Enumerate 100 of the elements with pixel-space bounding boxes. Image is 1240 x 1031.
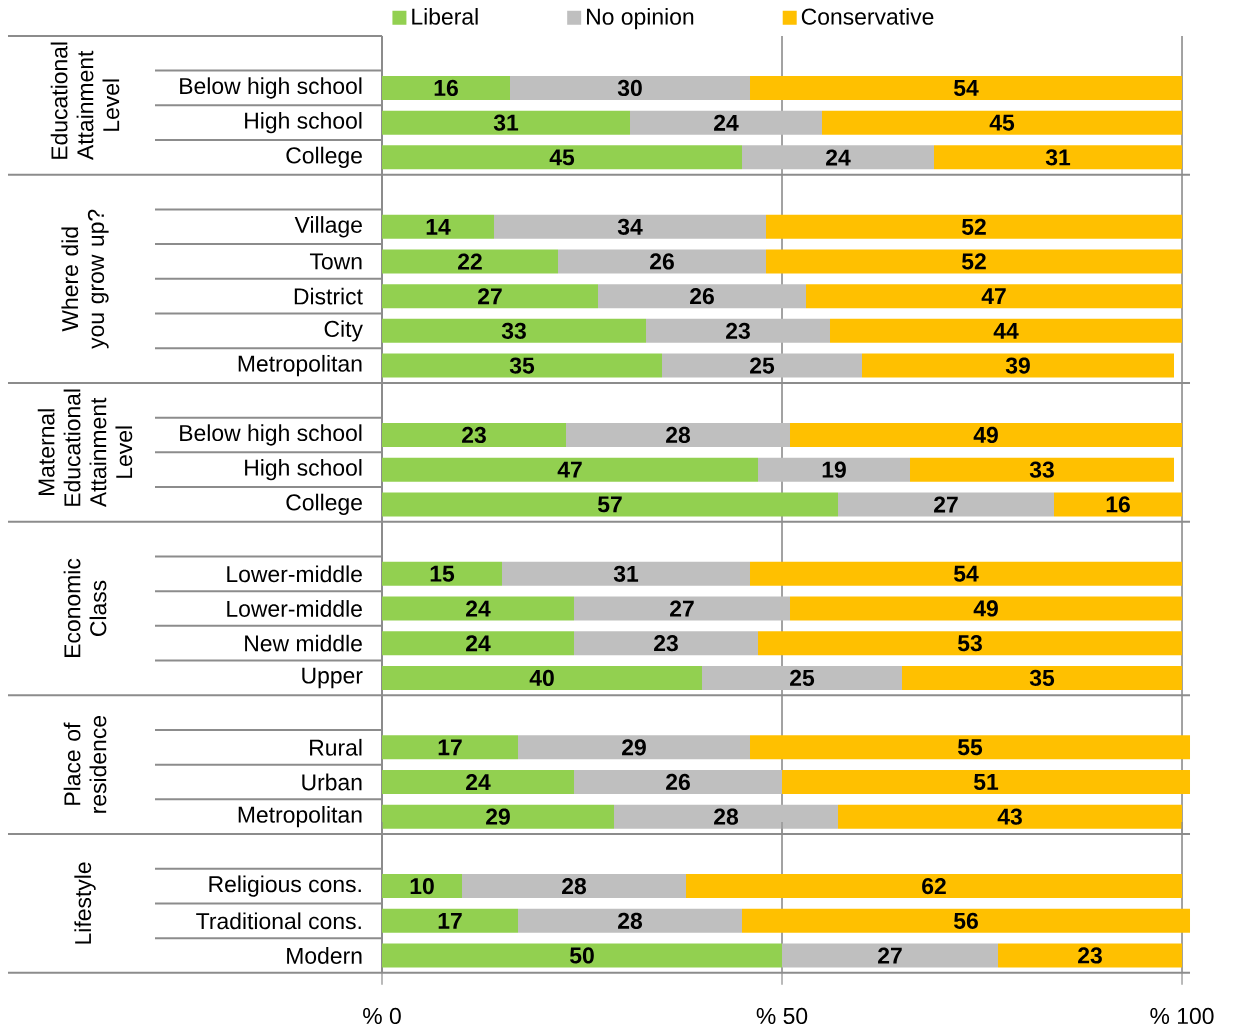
bar	[574, 631, 759, 656]
data-label: 52	[961, 253, 986, 270]
bar	[558, 249, 767, 274]
data-label: 22	[458, 253, 482, 270]
bar	[630, 110, 823, 135]
data-label: 49	[973, 600, 998, 617]
y-tick-label: Modern	[287, 947, 362, 965]
x-tick-label: % 0	[363, 1008, 401, 1025]
data-label: 47	[981, 288, 1006, 305]
bar	[790, 423, 1183, 448]
bar	[382, 110, 631, 135]
bar	[494, 214, 767, 239]
bar	[702, 666, 903, 690]
text: Lifestyle	[74, 862, 96, 944]
data-label: 23	[726, 322, 750, 340]
data-label: 31	[613, 565, 639, 583]
legend-label: Conservative	[801, 8, 934, 25]
bar	[782, 770, 1191, 795]
data-label: 35	[1029, 669, 1055, 687]
data-label: 17	[438, 739, 462, 756]
bar	[742, 908, 1191, 933]
y-tick-label: Metropolitan	[238, 355, 362, 377]
data-label: 24	[466, 774, 491, 791]
data-label: 44	[993, 323, 1019, 339]
y-tick-label: Below high school	[180, 424, 362, 446]
y-tick-label: Town	[309, 253, 362, 270]
bar	[750, 561, 1183, 586]
x-tick-label: % 50	[756, 1008, 808, 1025]
data-label: 55	[957, 739, 983, 756]
data-label: 25	[750, 357, 775, 374]
y-tick-label: High school	[245, 112, 362, 134]
data-label: 47	[557, 461, 582, 478]
y-tick-label: College	[286, 493, 362, 516]
data-label: 28	[714, 808, 739, 825]
data-label: 34	[617, 218, 643, 236]
data-label: 31	[493, 114, 519, 131]
bar	[662, 353, 863, 378]
data-label: 24	[714, 114, 739, 131]
data-label: 45	[549, 149, 575, 166]
bar	[518, 735, 751, 760]
bar	[822, 110, 1183, 135]
data-label: 54	[953, 565, 979, 582]
data-label: 29	[486, 808, 510, 825]
bar	[382, 76, 510, 101]
y-tick-label: Below high school	[180, 77, 362, 99]
data-label: 23	[1078, 947, 1102, 964]
data-label: 31	[1045, 149, 1071, 166]
data-label: 26	[666, 773, 690, 791]
bar	[382, 423, 566, 448]
y-tick-label: Lower-middle	[227, 565, 362, 583]
data-label: 43	[997, 808, 1022, 825]
bar	[510, 76, 751, 101]
data-label: 49	[973, 426, 998, 444]
bar	[782, 943, 999, 968]
bar	[750, 735, 1191, 760]
bar	[382, 492, 839, 517]
data-label: 62	[922, 878, 946, 895]
bar	[758, 457, 911, 482]
bar	[382, 561, 502, 586]
y-tick-label: Metropolitan	[238, 806, 362, 828]
data-label: 56	[953, 912, 978, 930]
bar	[382, 874, 462, 899]
y-tick-label: Rural	[310, 739, 362, 756]
bar	[838, 804, 1183, 829]
bar	[598, 284, 807, 309]
y-tick-label: Traditional cons.	[196, 912, 361, 930]
bar	[382, 770, 574, 795]
bar	[382, 735, 518, 760]
bar	[758, 631, 1183, 656]
data-label: 45	[989, 114, 1015, 131]
bar	[518, 908, 743, 933]
y-tick-label: District	[294, 287, 363, 305]
data-label: 24	[466, 600, 491, 617]
y-tick-label: City	[324, 320, 363, 342]
bar	[382, 804, 614, 829]
bar	[462, 874, 687, 899]
y-tick-label: Upper	[302, 667, 363, 689]
bar	[862, 353, 1175, 378]
bar	[382, 596, 574, 621]
legend-label: Liberal	[412, 8, 478, 25]
data-label: 28	[562, 878, 587, 895]
data-label: 27	[670, 600, 694, 617]
data-label: 30	[617, 79, 642, 97]
data-label: 19	[822, 461, 846, 478]
y-tick-label: Village	[294, 216, 362, 238]
legend-label: No opinion	[587, 8, 694, 30]
data-label: 24	[466, 635, 491, 652]
bar	[806, 284, 1183, 309]
bar	[382, 284, 598, 309]
bar	[574, 770, 783, 795]
text: Economic Class	[63, 558, 107, 658]
data-label: 25	[790, 669, 815, 687]
data-label: 40	[529, 669, 554, 687]
text: Where did you grow up?	[61, 209, 109, 349]
bar	[382, 319, 647, 343]
text: Educational Attainment Level	[50, 42, 120, 161]
data-label: 54	[953, 80, 979, 97]
bar	[382, 249, 558, 274]
bar	[574, 596, 791, 621]
data-label: 27	[478, 288, 502, 305]
